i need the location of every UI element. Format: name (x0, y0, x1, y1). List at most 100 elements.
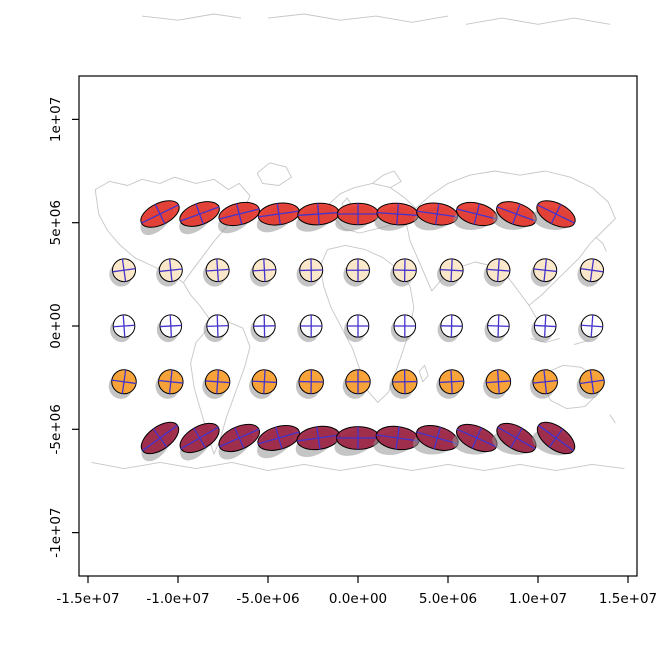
principal-axes-cross (345, 369, 371, 394)
minor-axis-line (193, 427, 206, 449)
principal-axes-cross (496, 203, 537, 225)
principal-axes-cross (439, 369, 464, 394)
ellipse-glyph-lat-60N (453, 201, 498, 230)
minor-axis-line (121, 258, 127, 282)
coastline (530, 337, 560, 343)
y-tick-label: 1e+07 (48, 97, 64, 142)
ellipse-glyph-lat-30S (529, 369, 558, 399)
ellipse-glyph-lat-30N (296, 258, 324, 287)
ellipse-glyph-lat-30S (483, 369, 512, 399)
principal-axes-cross (179, 203, 220, 225)
ellipse-glyph-lat-30S (249, 369, 278, 399)
minor-axis-line (396, 203, 399, 225)
ellipse-glyph-equator (297, 314, 323, 343)
x-tick-label: 1.0e+07 (509, 591, 567, 607)
ellipse-glyph-lat-30N (390, 258, 417, 287)
minor-axis-line (122, 314, 126, 338)
minor-axis-line (450, 258, 453, 282)
principal-axes-cross (159, 258, 183, 282)
ellipse-glyph-lat-60S (373, 425, 420, 456)
principal-axes-cross (532, 369, 558, 394)
y-tick-label: -1e+07 (48, 507, 64, 557)
principal-axes-cross (497, 426, 536, 450)
principal-axes-cross (257, 426, 300, 450)
principal-axes-cross (581, 314, 603, 338)
ellipse-glyph-lat-60N (296, 202, 340, 232)
x-tick-label: -1.0e+07 (146, 591, 209, 607)
minor-axis-line (168, 258, 173, 282)
ellipse-glyph-lat-60S (257, 425, 301, 459)
principal-axes-cross (297, 203, 340, 225)
ellipse-glyph-lat-60S (295, 425, 341, 458)
ellipse-glyph-lat-30N (437, 258, 464, 287)
principal-axes-cross (206, 258, 230, 282)
principal-axes-cross (538, 424, 574, 452)
principal-axes-cross (252, 258, 276, 282)
ellipse-glyph-lat-30N (483, 258, 511, 287)
ellipse-glyph-equator (578, 314, 604, 343)
x-tick-label: -5.0e+06 (236, 591, 299, 607)
minor-axis-line (450, 369, 453, 394)
minor-axis-line (543, 314, 547, 338)
minor-axis-line (496, 369, 500, 394)
principal-axes-cross (347, 314, 369, 338)
principal-axes-cross (141, 204, 179, 224)
minor-axis-line (216, 258, 220, 282)
ellipse-glyph-lat-60N (413, 202, 459, 231)
y-tick-label: -5e+06 (48, 404, 64, 454)
x-tick-label: 5.0e+06 (419, 591, 477, 607)
principal-axes-cross (456, 203, 498, 225)
principal-axes-cross (393, 258, 417, 282)
principal-axes-cross (346, 258, 370, 282)
coastline (465, 17, 611, 25)
principal-axes-cross (336, 426, 380, 450)
ellipse-glyph-lat-30N (577, 258, 605, 287)
y-tick-label: 0e+00 (48, 303, 64, 348)
ellipse-glyph-lat-60N (256, 202, 300, 233)
principal-axes-cross (158, 369, 184, 394)
principal-axes-cross (298, 369, 324, 394)
minor-axis-line (589, 258, 595, 282)
minor-axis-line (316, 426, 321, 450)
ellipse-glyph-lat-30N (249, 258, 277, 287)
principal-axes-cross (487, 314, 510, 338)
ellipse-glyph-lat-60N (140, 200, 180, 236)
ellipse-glyph-lat-60S (452, 423, 498, 455)
ellipse-glyph-lat-60N (179, 201, 220, 235)
principal-axes-cross (416, 426, 459, 450)
minor-axis-line (496, 258, 500, 282)
world-basemap (91, 13, 625, 472)
principal-axes-cross (258, 203, 300, 225)
minor-axis-line (235, 203, 243, 225)
ellipse-glyph-equator (437, 314, 463, 343)
ellipse-glyph-lat-30S (108, 369, 137, 399)
principal-axes-cross (252, 369, 277, 394)
principal-axes-cross (218, 203, 260, 225)
coastline (190, 321, 251, 455)
x-axis: -1.5e+07 -1.0e+07 -5.0e+06 0.0e+00 5.0e+06 1.… (56, 576, 657, 607)
ellipse-glyph-lat-60S (218, 423, 260, 460)
principal-axes-cross (440, 258, 464, 282)
coastline (256, 162, 292, 186)
principal-axes-cross (456, 427, 497, 449)
ellipse-glyph-lat-60N (217, 201, 260, 234)
principal-axes-cross (112, 258, 136, 282)
minor-axis-line (543, 258, 548, 282)
minor-axis-line (590, 314, 594, 338)
principal-axes-cross (376, 203, 419, 225)
principal-axes-cross (296, 426, 340, 450)
minor-axis-line (168, 369, 173, 394)
principal-axes-cross (393, 314, 416, 338)
minor-axis-line (433, 426, 441, 450)
ellipse-glyph-lat-30N (109, 258, 137, 287)
ellipse-glyph-lat-60N (335, 202, 380, 232)
principal-axes-cross (392, 369, 418, 394)
coastline (267, 13, 449, 23)
ellipse-glyph-equator (250, 314, 276, 343)
principal-axes-cross (537, 204, 575, 224)
minor-axis-line (395, 426, 400, 450)
principal-axes-cross (206, 314, 229, 338)
minor-axis-line (169, 314, 173, 338)
